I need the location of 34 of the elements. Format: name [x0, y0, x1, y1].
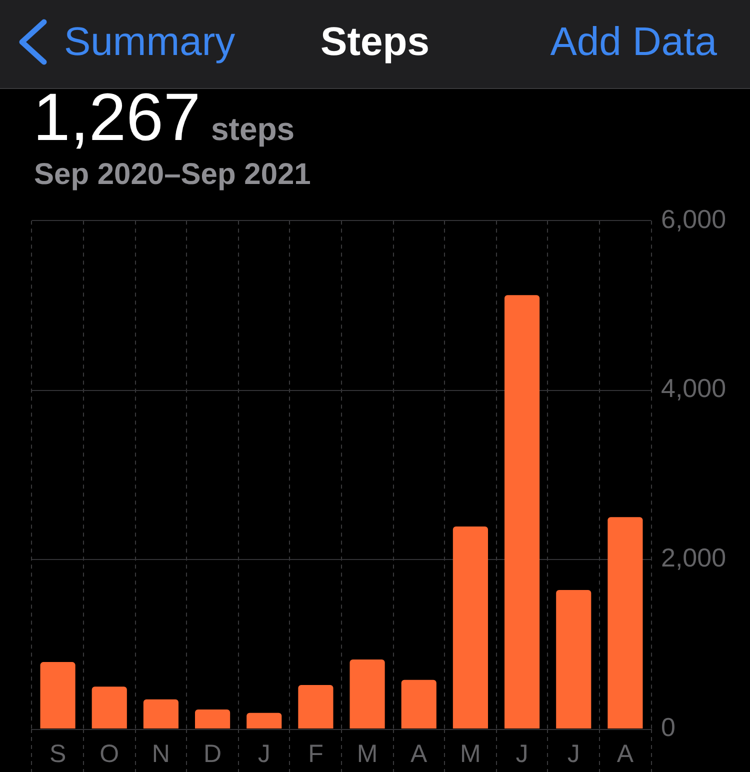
x-tick-label: M [356, 740, 378, 768]
x-tick-label: M [460, 740, 481, 768]
bar [246, 712, 282, 728]
bar [350, 660, 385, 728]
x-tick-label: J [516, 740, 528, 768]
x-tick-label: O [100, 740, 120, 768]
chart-subtitle: Sep 2020–Sep 2021 [34, 158, 311, 191]
y-tick-label: 0 [661, 712, 676, 742]
y-tick-label: 4,000 [661, 373, 726, 404]
x-tick-label: J [258, 740, 270, 768]
text: Add Data [550, 20, 717, 64]
chart-title: Steps [320, 20, 430, 64]
x-tick-label: A [616, 740, 634, 768]
x-tick-label: F [308, 740, 324, 768]
bar [504, 295, 540, 728]
y-tick-label: 6,000 [661, 204, 726, 234]
bar [608, 517, 643, 728]
x-tick-label: A [410, 740, 428, 768]
x-tick-label: J [567, 740, 580, 768]
bar [195, 710, 230, 728]
bar [401, 680, 436, 728]
text: 1,267 [33, 80, 201, 155]
bar [298, 684, 334, 728]
text: Summary [64, 20, 236, 64]
bar [92, 686, 127, 728]
bar [40, 662, 76, 728]
bar [556, 590, 592, 728]
bar [143, 699, 178, 728]
bar [452, 526, 488, 728]
y-tick-label: 2,000 [661, 542, 726, 573]
x-tick-label: S [49, 740, 66, 768]
x-tick-label: D [204, 740, 222, 768]
text: steps [211, 111, 295, 147]
x-tick-label: N [152, 740, 170, 768]
